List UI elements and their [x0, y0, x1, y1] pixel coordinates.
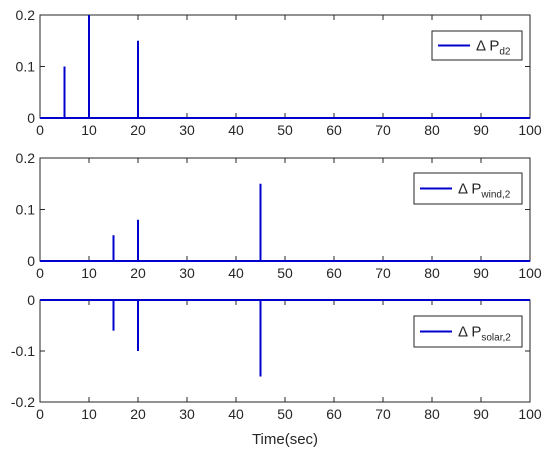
- legend-psolar2: Δ Psolar,2: [413, 315, 523, 348]
- x-tick-label: 20: [130, 122, 146, 138]
- y-tick-label: 0: [27, 110, 35, 126]
- x-tick-label: 100: [518, 265, 542, 281]
- x-tick-label: 40: [228, 265, 244, 281]
- x-tick-label: 60: [326, 265, 342, 281]
- x-tick-label: 40: [228, 406, 244, 422]
- x-tick-label: 70: [375, 122, 391, 138]
- x-tick-label: 0: [36, 406, 44, 422]
- x-tick-label: 50: [277, 122, 293, 138]
- legend-label: Δ Psolar,2: [458, 324, 511, 344]
- legend-label: Δ Pd2: [476, 38, 511, 58]
- y-tick-label: 0: [27, 292, 35, 308]
- x-tick-label: 10: [81, 406, 97, 422]
- subplot-pwind2: 0 10 20 30 40 50 60 70 80 90 100 0 0.1 0.2 Δ Pwind,2: [16, 150, 542, 281]
- x-tick-label: 90: [473, 406, 489, 422]
- x-tick-label: 80: [424, 406, 440, 422]
- x-tick-label: 0: [36, 265, 44, 281]
- y-tick-label: 0: [27, 253, 35, 269]
- x-tick-label: 90: [473, 265, 489, 281]
- x-tick-label: 40: [228, 122, 244, 138]
- x-tick-label: 30: [179, 265, 195, 281]
- y-tick-label: 0.1: [16, 202, 36, 218]
- axes-frame-pd2: [39, 14, 531, 119]
- series-line-psolar2: [40, 299, 530, 377]
- x-tick-label: 80: [424, 265, 440, 281]
- y-tick-label: -0.2: [11, 394, 35, 410]
- x-tick-label: 50: [277, 406, 293, 422]
- x-tick-label: 20: [130, 265, 146, 281]
- x-tick-label: 10: [81, 265, 97, 281]
- x-tick-label: 70: [375, 406, 391, 422]
- x-tick-label: 30: [179, 406, 195, 422]
- x-tick-label: 100: [518, 122, 542, 138]
- series-line-pwind2: [40, 183, 530, 262]
- x-tick-label: 50: [277, 265, 293, 281]
- x-tick-label: 100: [518, 406, 542, 422]
- subplot-psolar2: 0 10 20 30 40 50 60 70 80 90 100 -0.2 -0.1 0 Δ Psolar,…: [11, 292, 542, 422]
- y-tick-label: 0.2: [16, 7, 36, 23]
- x-tick-label: 10: [81, 122, 97, 138]
- x-tick-label: 20: [130, 406, 146, 422]
- x-tick-label: 30: [179, 122, 195, 138]
- x-tick-label: 60: [326, 122, 342, 138]
- series-line-pd2: [40, 15, 530, 119]
- x-tick-label: 80: [424, 122, 440, 138]
- x-tick-label: 90: [473, 122, 489, 138]
- y-tick-label: 0.2: [16, 150, 36, 166]
- x-tick-label: 60: [326, 406, 342, 422]
- x-tick-label: 0: [36, 122, 44, 138]
- legend-label: Δ Pwind,2: [458, 181, 511, 201]
- x-tick-label: 70: [375, 265, 391, 281]
- x-axis-label: Time(sec): [252, 431, 318, 448]
- y-tick-label: -0.1: [11, 343, 35, 359]
- legend-pwind2: Δ Pwind,2: [413, 172, 523, 205]
- subplot-pd2: 0 10 20 30 40 50 60 70 80 90 100 0 0.1 0.2 Δ Pd2: [16, 7, 542, 138]
- legend-pd2: Δ Pd2: [431, 30, 523, 61]
- y-tick-label: 0.1: [16, 59, 36, 75]
